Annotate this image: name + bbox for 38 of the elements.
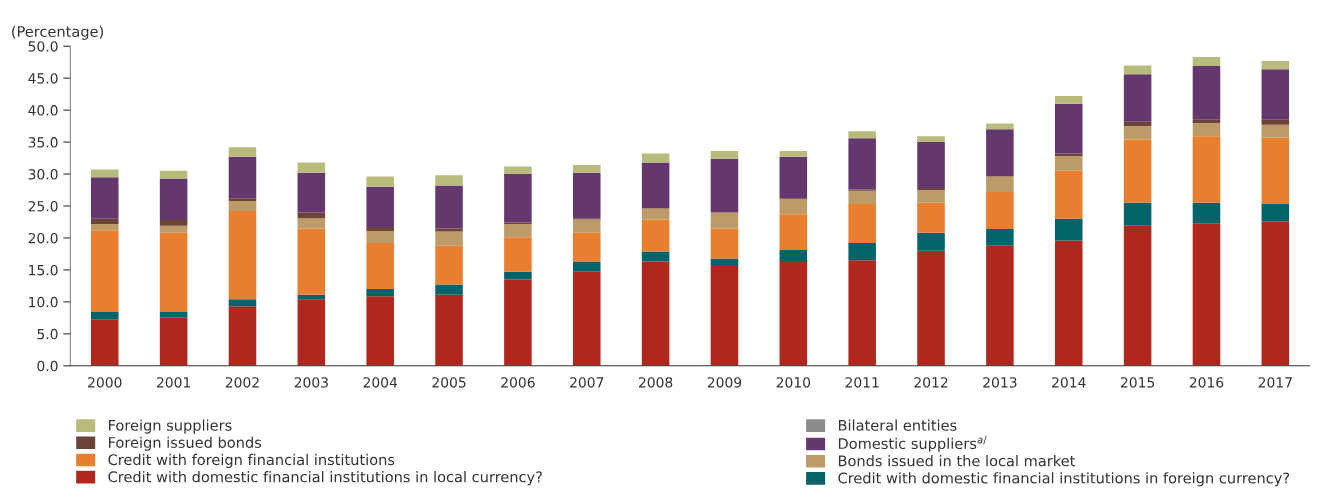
- legend-label: Credit with domestic financial institutions in local currency?: [108, 471, 542, 486]
- legend-label: Credit with domestic financial institutions in foreign currency?: [838, 472, 1290, 487]
- legend-label: Foreign issued bonds: [109, 436, 262, 451]
- x-tick-label: 2000: [88, 377, 122, 388]
- x-tick-label: 2005: [432, 377, 466, 388]
- x-tick-label: 2003: [294, 377, 328, 388]
- y-tick-label: 35.0: [28, 137, 58, 148]
- x-tick-label: 2006: [501, 377, 535, 388]
- x-tick-label: 2013: [983, 377, 1017, 388]
- y-tick-label: 45.0: [28, 73, 58, 84]
- y-tick-label: 40.0: [28, 105, 58, 116]
- y-tick-label: 30.0: [28, 169, 58, 180]
- legend-label: Domestic suppliers$^{a/}$: [838, 435, 987, 452]
- y-tick-label: 50.0: [28, 41, 58, 52]
- y-axis-title: (Percentage): [12, 25, 103, 40]
- y-tick-label: 0.0: [37, 360, 58, 372]
- legend-label: Bonds issued in the local market: [838, 455, 1076, 467]
- x-tick-label: 2009: [707, 377, 742, 388]
- x-tick-label: 2012: [914, 377, 948, 388]
- y-tick-label: 5.0: [37, 328, 58, 340]
- x-tick-label: 2014: [1052, 377, 1086, 388]
- x-tick-label: 2004: [363, 377, 398, 388]
- x-tick-label: 2001: [156, 377, 191, 388]
- legend-label: Credit with foreign financial institutions: [108, 453, 395, 468]
- x-tick-label: 2008: [638, 377, 673, 388]
- y-tick-label: 15.0: [29, 264, 58, 276]
- x-tick-label: 2015: [1120, 377, 1155, 388]
- y-tick-label: 10.0: [29, 296, 58, 308]
- legend-label: Foreign suppliers: [109, 419, 232, 434]
- legend-label: Bilateral entities: [838, 419, 957, 431]
- x-tick-label: 2010: [776, 377, 811, 388]
- x-tick-label: 2016: [1189, 377, 1224, 388]
- x-tick-label: 2002: [225, 377, 259, 388]
- x-tick-label: 2017: [1258, 377, 1292, 388]
- y-tick-label: 20.0: [28, 232, 58, 244]
- y-tick-label: 25.0: [28, 200, 58, 212]
- x-tick-label: 2007: [570, 377, 604, 388]
- x-tick-label: 2011: [845, 377, 879, 388]
